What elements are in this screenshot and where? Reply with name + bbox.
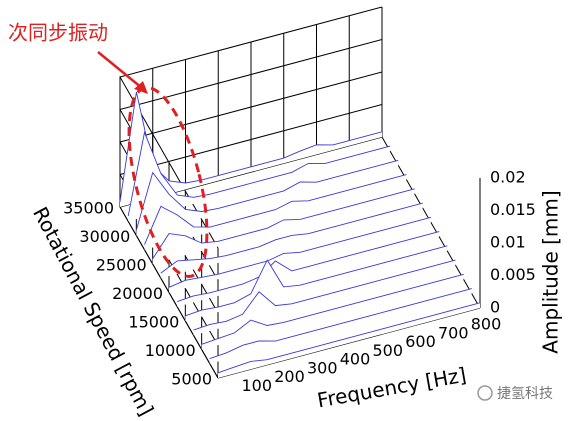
trace-fill: [218, 302, 480, 378]
trace-fill: [201, 274, 464, 350]
trace: [209, 288, 472, 360]
y-tick-label: 25000: [96, 256, 147, 275]
grid-line: [119, 71, 383, 314]
z-tick-label: 0.015: [490, 200, 536, 219]
watermark-icon: [477, 385, 493, 401]
trace: [193, 259, 456, 331]
x-tick-label: 600: [405, 332, 436, 351]
trace: [144, 174, 407, 245]
arrow-head: [134, 81, 148, 94]
trace-fill: [209, 288, 472, 364]
trace: [201, 273, 464, 345]
x-tick-label: 200: [274, 367, 305, 386]
trace: [168, 216, 432, 288]
trace-fill: [152, 188, 415, 264]
trace-fill: [193, 260, 456, 336]
x-axis-title: Frequency [Hz]: [315, 363, 468, 413]
y-tick-label: 35000: [63, 199, 114, 218]
y-tick-label: 30000: [79, 227, 130, 246]
trace: [135, 159, 399, 231]
y-tick-label: 15000: [128, 313, 179, 332]
highlight-ellipse: [127, 86, 209, 278]
trace: [177, 231, 440, 303]
trace-fill: [160, 203, 423, 279]
trace-fill: [169, 217, 431, 293]
trace: [217, 302, 481, 374]
z-tick-label: 0.005: [490, 265, 536, 284]
y-tick-label: 5000: [171, 370, 212, 389]
trace: [119, 92, 383, 202]
x-tick-label: 800: [471, 315, 502, 334]
grid-line: [119, 6, 383, 249]
trace-fill: [136, 160, 399, 236]
x-tick-label: 100: [241, 376, 272, 395]
trace-fill: [144, 174, 407, 250]
arrow: [97, 51, 143, 89]
trace-fill: [177, 231, 440, 307]
trace-fill: [128, 132, 391, 222]
z-tick-label: 0: [490, 298, 500, 317]
trace-fill: [185, 245, 448, 321]
x-tick-label: 500: [372, 341, 403, 360]
trace: [185, 245, 448, 317]
trace: [127, 130, 391, 217]
y-tick-label: 10000: [145, 341, 196, 360]
z-tick-label: 0.01: [490, 233, 526, 252]
z-axis-title: Amplitude [mm]: [539, 190, 563, 353]
x-tick-label: 700: [438, 323, 469, 342]
x-tick-label: 400: [340, 350, 371, 369]
annotation: 次同步振动: [8, 21, 108, 45]
watermark: 捷氢科技: [497, 386, 553, 402]
grid-line: [119, 104, 383, 346]
trace: [152, 188, 415, 260]
traces: [119, 92, 481, 378]
z-tick-label: 0.02: [490, 168, 526, 187]
x-tick-label: 300: [307, 358, 338, 377]
trace: [160, 202, 423, 274]
y-tick-label: 20000: [112, 284, 163, 303]
